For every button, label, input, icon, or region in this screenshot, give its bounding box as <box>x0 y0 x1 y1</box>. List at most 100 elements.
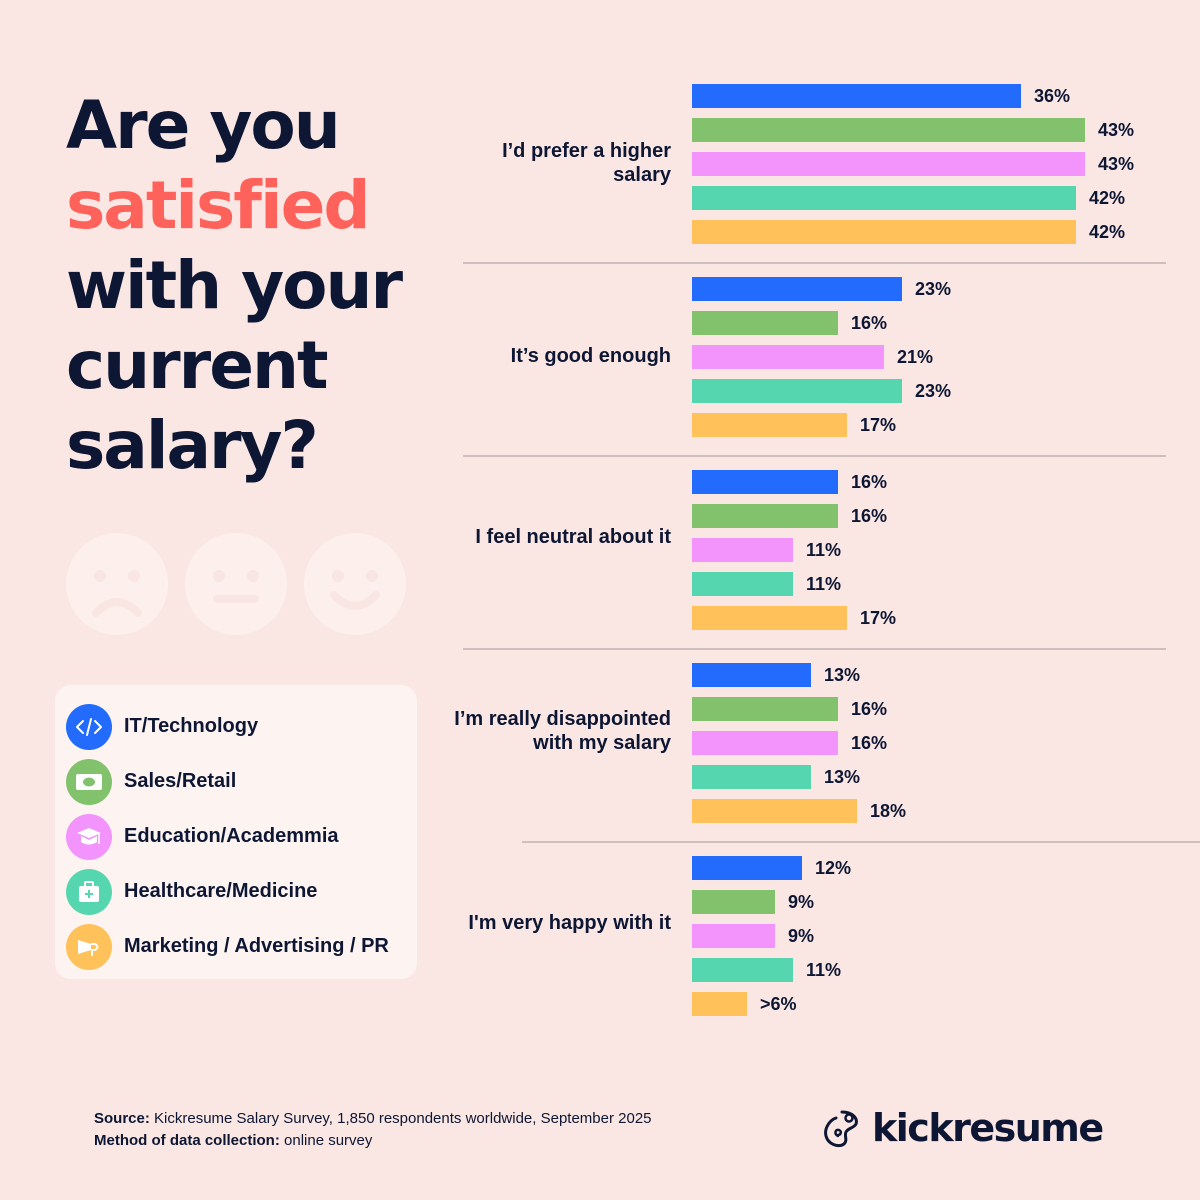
faces-row <box>66 533 406 635</box>
bar-marketing <box>692 413 847 437</box>
kickresume-logo: kickresume <box>820 1106 1104 1150</box>
bar-value: 11% <box>806 959 842 980</box>
bar-value: 43% <box>1098 119 1135 140</box>
bar-sales <box>692 504 838 528</box>
bar-healthcare <box>692 765 811 789</box>
bar-row: 16% <box>692 504 887 528</box>
legend-item-sales: Sales/Retail <box>66 754 417 809</box>
bar-value: 42% <box>1089 221 1126 242</box>
legend-label: Sales/Retail <box>124 770 237 792</box>
bar-row: 43% <box>692 118 1134 142</box>
bar-row: 16% <box>692 470 887 494</box>
divider <box>463 648 1166 650</box>
bar-row: 13% <box>692 663 860 687</box>
bar-education <box>692 731 838 755</box>
bar-row: 43% <box>692 152 1134 176</box>
bar-row: 21% <box>692 345 933 369</box>
bar-education <box>692 924 775 948</box>
group-label: I feel neutral about it <box>475 526 671 548</box>
graduation-cap-icon <box>66 813 112 860</box>
logo-text: kickresume <box>872 1106 1104 1150</box>
bar-marketing <box>692 606 847 630</box>
bar-value: 9% <box>788 925 815 946</box>
legend: IT/Technology Sales/Retail Education/Aca… <box>55 685 417 979</box>
bar-row: 16% <box>692 311 887 335</box>
bar-value: 36% <box>1034 85 1071 106</box>
method-text: online survey <box>279 1132 373 1149</box>
bar-sales <box>692 890 775 914</box>
medical-kit-icon <box>66 868 112 915</box>
bar-marketing <box>692 992 747 1016</box>
bar-value: 16% <box>851 312 888 333</box>
bar-row: 16% <box>692 697 887 721</box>
code-icon <box>66 703 112 750</box>
neutral-face-icon <box>185 533 287 635</box>
bar-row: 11% <box>692 538 841 562</box>
bar-value: 17% <box>860 414 897 435</box>
legend-label: Healthcare/Medicine <box>124 880 318 902</box>
legend-label: Marketing / Advertising / PR <box>124 935 389 957</box>
group-label: I'm very happy with it <box>468 912 671 934</box>
bar-row: 13% <box>692 765 860 789</box>
megaphone-icon <box>66 923 112 970</box>
bar-row: 42% <box>692 186 1125 210</box>
bar-marketing <box>692 799 857 823</box>
source-line: Source: Kickresume Salary Survey, 1,850 … <box>94 1108 652 1130</box>
bar-row: >6% <box>692 992 797 1016</box>
bar-value: 21% <box>897 346 934 367</box>
bar-healthcare <box>692 186 1076 210</box>
bar-row: 12% <box>692 856 851 880</box>
chameleon-logo-icon <box>824 1110 858 1148</box>
sad-face-icon <box>66 533 168 635</box>
source-label: Source: <box>94 1110 150 1127</box>
bar-row: 11% <box>692 572 841 596</box>
title-line-4: current <box>66 327 329 404</box>
bar-value: 16% <box>851 732 888 753</box>
bar-marketing <box>692 220 1076 244</box>
money-bill-icon <box>66 758 112 805</box>
bar-value: 9% <box>788 891 815 912</box>
bar-value: 18% <box>870 800 907 821</box>
legend-label: Education/Academmia <box>124 825 339 847</box>
legend-item-marketing: Marketing / Advertising / PR <box>66 919 417 974</box>
bar-value: >6% <box>760 993 797 1014</box>
group-label: I’d prefer a higher salary <box>502 140 671 186</box>
bar-education <box>692 345 884 369</box>
bar-row: 16% <box>692 731 887 755</box>
bar-healthcare <box>692 572 793 596</box>
bar-value: 11% <box>806 573 842 594</box>
title-line-5: salary? <box>66 407 319 484</box>
happy-face-icon <box>304 533 406 635</box>
bar-row: 11% <box>692 958 841 982</box>
title-line-1: Are you <box>66 87 341 164</box>
divider <box>463 455 1166 457</box>
title-line-3: with your <box>66 247 403 324</box>
legend-item-healthcare: Healthcare/Medicine <box>66 864 417 919</box>
bar-value: 23% <box>915 380 952 401</box>
bar-healthcare <box>692 958 793 982</box>
bar-it <box>692 856 802 880</box>
bar-sales <box>692 697 838 721</box>
bar-sales <box>692 118 1085 142</box>
bar-value: 43% <box>1098 153 1135 174</box>
title-accent: satisfied <box>66 167 371 244</box>
bar-row: 18% <box>692 799 906 823</box>
group-label: It’s good enough <box>510 345 671 367</box>
method-label: Method of data collection: <box>94 1132 280 1149</box>
divider <box>522 841 1200 843</box>
bar-value: 11% <box>806 539 842 560</box>
footer: Source: Kickresume Salary Survey, 1,850 … <box>94 1108 652 1152</box>
bar-it <box>692 663 811 687</box>
group-label: I’m really disappointed with my salary <box>454 708 671 754</box>
bar-row: 9% <box>692 890 814 914</box>
legend-item-education: Education/Academmia <box>66 809 417 864</box>
bar-value: 16% <box>851 471 888 492</box>
legend-item-it: IT/Technology <box>66 699 417 754</box>
bar-row: 23% <box>692 277 951 301</box>
page-title: Are you satisfied with your current sala… <box>66 86 446 486</box>
source-text: Kickresume Salary Survey, 1,850 responde… <box>149 1110 652 1127</box>
bar-value: 13% <box>824 664 861 685</box>
bar-it <box>692 277 902 301</box>
legend-label: IT/Technology <box>124 715 259 737</box>
bar-education <box>692 152 1085 176</box>
